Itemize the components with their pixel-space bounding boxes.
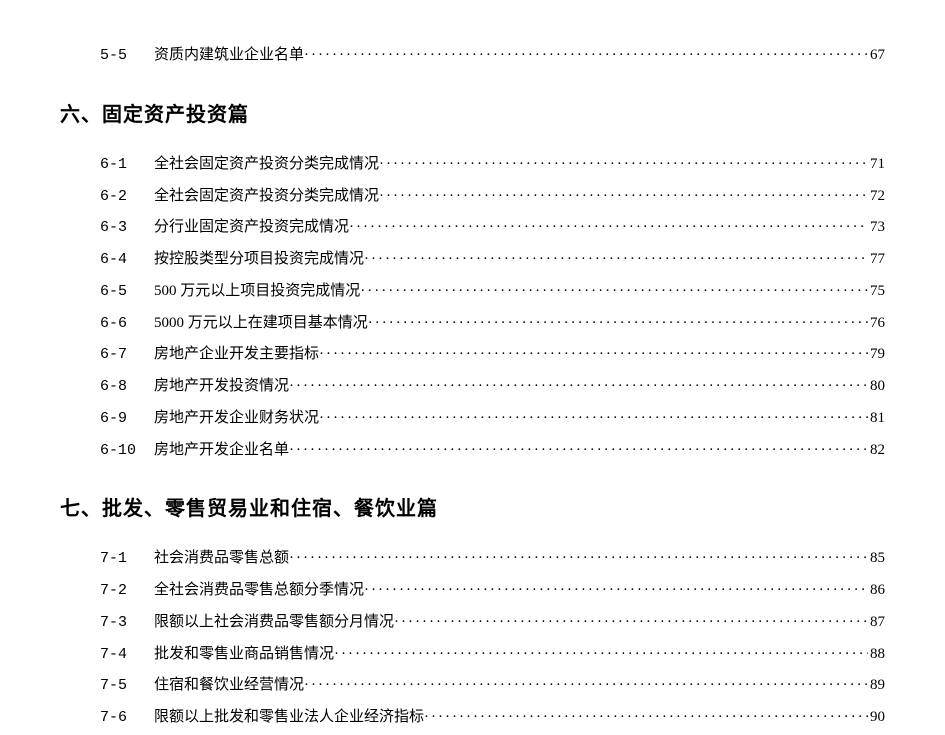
toc-leader-dots	[364, 575, 868, 606]
toc-entry-title: 全社会固定资产投资分类完成情况	[154, 149, 379, 180]
toc-entry: 6-9房地产开发企业财务状况 81	[60, 403, 885, 435]
toc-entry: 7-1社会消费品零售总额 85	[60, 543, 885, 575]
toc-entry-page: 81	[868, 403, 885, 434]
section-heading: 六、固定资产投资篇	[60, 98, 885, 127]
toc-leader-dots	[379, 181, 868, 212]
toc-entry-page: 85	[868, 543, 885, 574]
toc-leader-dots	[364, 244, 868, 275]
toc-entry-page: 73	[868, 212, 885, 243]
toc-entry-title: 资质内建筑业企业名单	[154, 40, 304, 71]
toc-entry: 6-5500 万元以上项目投资完成情况 75	[60, 276, 885, 308]
toc-entry: 6-65000 万元以上在建项目基本情况 76	[60, 308, 885, 340]
toc-entry-title: 社会消费品零售总额	[154, 543, 289, 574]
toc-entry-page: 90	[868, 702, 885, 733]
toc-entry: 6-2全社会固定资产投资分类完成情况 72	[60, 181, 885, 213]
toc-entry-title: 5000 万元以上在建项目基本情况	[154, 308, 368, 339]
toc-entry-title: 房地产开发投资情况	[154, 371, 289, 402]
toc-entry-page: 89	[868, 670, 885, 701]
toc-entry-number: 6-3	[100, 213, 154, 244]
toc-leader-dots	[304, 670, 868, 701]
toc-entry-title: 房地产开发企业财务状况	[154, 403, 319, 434]
toc-entry: 5-5资质内建筑业企业名单 67	[60, 40, 885, 72]
toc-entry-number: 6-4	[100, 245, 154, 276]
toc-entry-number: 7-5	[100, 671, 154, 702]
toc-entry: 7-6限额以上批发和零售业法人企业经济指标 90	[60, 702, 885, 734]
toc-entry-number: 6-2	[100, 182, 154, 213]
toc-entry-title: 分行业固定资产投资完成情况	[154, 212, 349, 243]
toc-entry-page: 87	[868, 607, 885, 638]
toc-entry-page: 67	[868, 40, 885, 71]
toc-entry-title: 住宿和餐饮业经营情况	[154, 670, 304, 701]
toc-entry-page: 72	[868, 181, 885, 212]
toc-entry-page: 71	[868, 149, 885, 180]
toc-entry-title: 限额以上社会消费品零售额分月情况	[154, 607, 394, 638]
toc-entry-number: 6-6	[100, 309, 154, 340]
toc-entry-page: 80	[868, 371, 885, 402]
toc-leader-dots	[319, 403, 868, 434]
toc-leader-dots	[319, 339, 868, 370]
toc-entry-number: 7-3	[100, 608, 154, 639]
toc-entry-page: 86	[868, 575, 885, 606]
toc-entry: 7-4批发和零售业商品销售情况 88	[60, 639, 885, 671]
toc-leader-dots	[349, 212, 868, 243]
toc-entry-page: 76	[868, 308, 885, 339]
toc-entry-number: 6-5	[100, 277, 154, 308]
toc-entry-title: 限额以上批发和零售业法人企业经济指标	[154, 702, 424, 733]
toc-entry-page: 75	[868, 276, 885, 307]
toc-entry: 6-8房地产开发投资情况 80	[60, 371, 885, 403]
toc-entry: 7-2全社会消费品零售总额分季情况 86	[60, 575, 885, 607]
toc-entry-title: 房地产企业开发主要指标	[154, 339, 319, 370]
toc-leader-dots	[368, 308, 868, 339]
toc-entry-page: 82	[868, 435, 885, 466]
toc-entry: 6-3分行业固定资产投资完成情况 73	[60, 212, 885, 244]
toc-leader-dots	[304, 40, 868, 71]
toc-entry-title: 500 万元以上项目投资完成情况	[154, 276, 360, 307]
toc-entry-title: 按控股类型分项目投资完成情况	[154, 244, 364, 275]
toc-entry-page: 77	[868, 244, 885, 275]
toc-leader-dots	[289, 543, 868, 574]
toc-entry: 6-4按控股类型分项目投资完成情况 77	[60, 244, 885, 276]
toc-entry-number: 6-7	[100, 340, 154, 371]
toc-entry-number: 7-4	[100, 640, 154, 671]
table-of-contents: 5-5资质内建筑业企业名单 67 六、固定资产投资篇 6-1全社会固定资产投资分类完成…	[60, 40, 885, 734]
toc-entry-number: 7-2	[100, 576, 154, 607]
toc-entry-title: 全社会固定资产投资分类完成情况	[154, 181, 379, 212]
toc-leader-dots	[424, 702, 868, 733]
toc-entry-number: 6-8	[100, 372, 154, 403]
toc-leader-dots	[289, 435, 868, 466]
toc-entry-page: 79	[868, 339, 885, 370]
toc-leader-dots	[334, 639, 868, 670]
toc-entry-number: 6-9	[100, 404, 154, 435]
toc-entry-title: 全社会消费品零售总额分季情况	[154, 575, 364, 606]
toc-leader-dots	[360, 276, 868, 307]
toc-entry-title: 批发和零售业商品销售情况	[154, 639, 334, 670]
toc-entry: 7-3限额以上社会消费品零售额分月情况 87	[60, 607, 885, 639]
toc-entry: 6-1全社会固定资产投资分类完成情况 71	[60, 149, 885, 181]
toc-entry: 7-5住宿和餐饮业经营情况 89	[60, 670, 885, 702]
toc-entry-title: 房地产开发企业名单	[154, 435, 289, 466]
toc-entry: 6-10房地产开发企业名单 82	[60, 435, 885, 467]
toc-entry-number: 6-10	[100, 436, 154, 467]
toc-entry-number: 7-6	[100, 703, 154, 734]
toc-leader-dots	[394, 607, 868, 638]
toc-entry-number: 6-1	[100, 150, 154, 181]
toc-entry-number: 5-5	[100, 41, 154, 72]
section-heading: 七、批发、零售贸易业和住宿、餐饮业篇	[60, 492, 885, 521]
toc-entry: 6-7房地产企业开发主要指标 79	[60, 339, 885, 371]
toc-entry-number: 7-1	[100, 544, 154, 575]
toc-entry-page: 88	[868, 639, 885, 670]
toc-leader-dots	[379, 149, 868, 180]
toc-leader-dots	[289, 371, 868, 402]
